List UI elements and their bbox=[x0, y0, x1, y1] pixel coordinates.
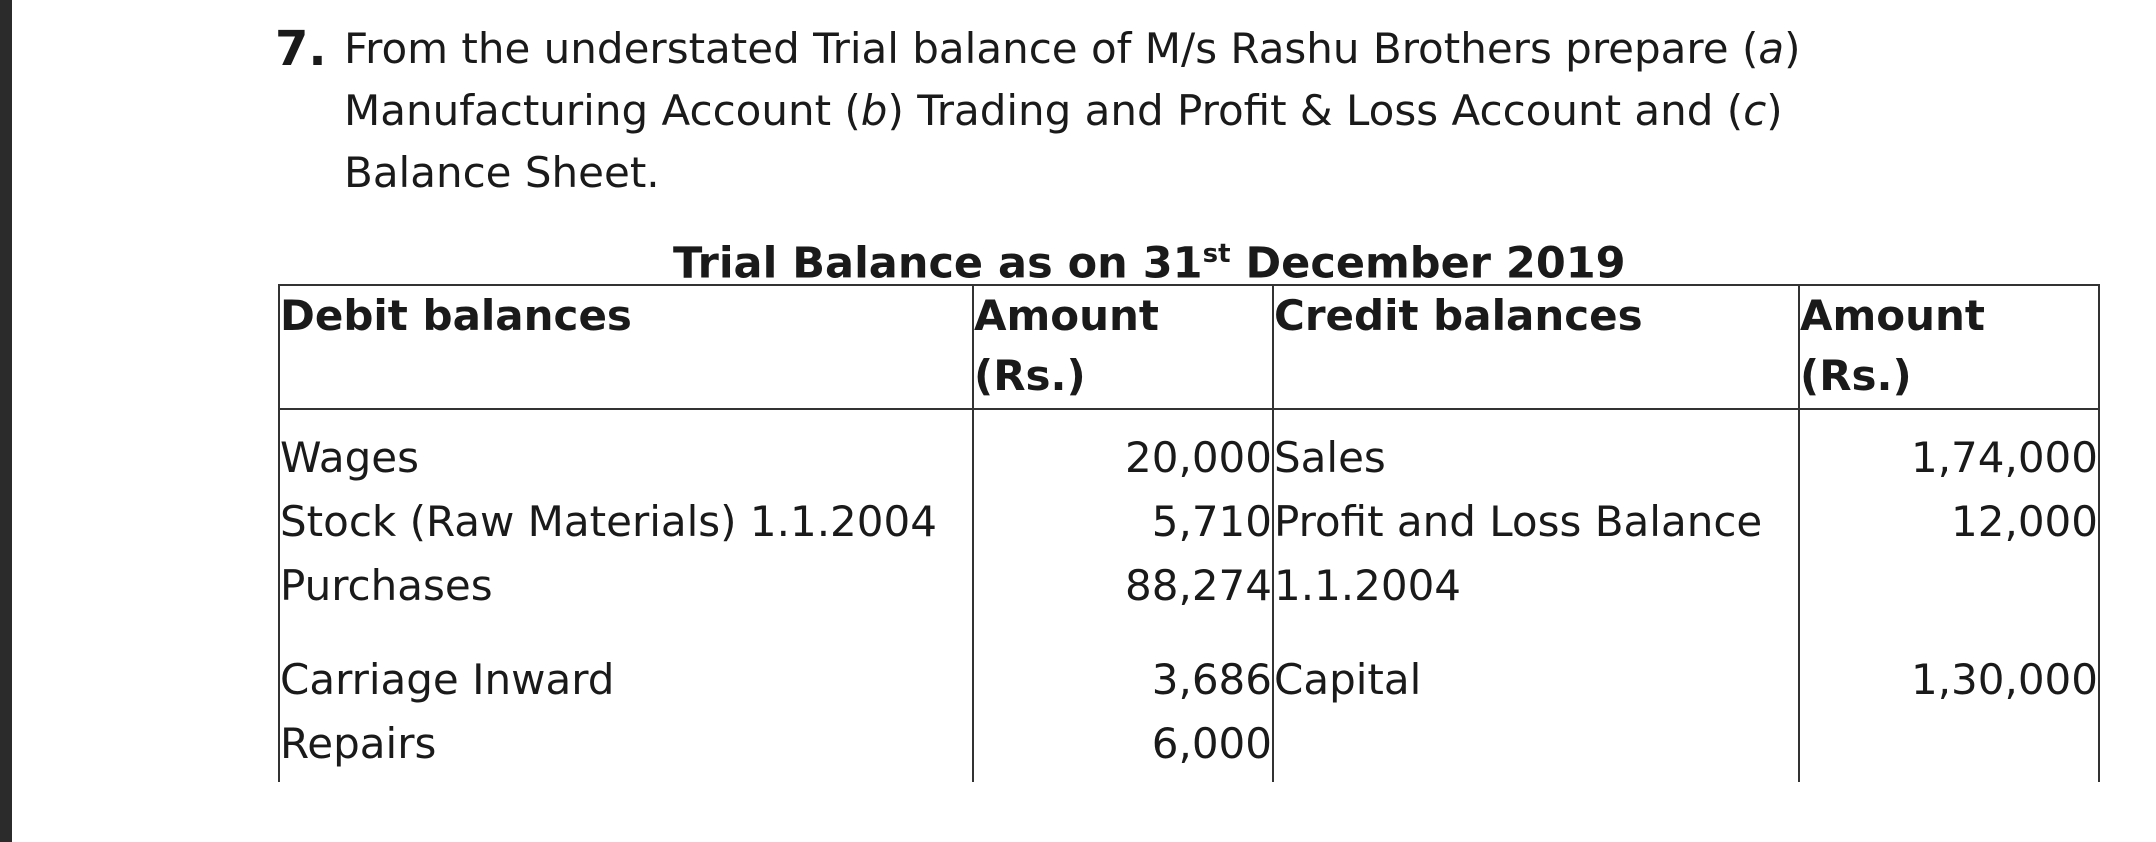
question-option-b: b bbox=[860, 86, 888, 135]
debit-item: Purchases bbox=[278, 554, 974, 618]
left-edge-bar bbox=[0, 0, 12, 842]
debit-amount: 20,000 bbox=[972, 409, 1274, 490]
table-row: Wages 20,000 Sales 1,74,000 bbox=[278, 409, 2100, 490]
table-row: Repairs 6,000 bbox=[278, 712, 2100, 782]
credit-amount: 12,000 bbox=[1798, 490, 2100, 554]
question-text: From the understated Trial balance of M/… bbox=[344, 18, 1915, 204]
header-debit-balances: Debit balances bbox=[278, 285, 974, 409]
question-option-a: a bbox=[1758, 24, 1785, 73]
debit-amount: 3,686 bbox=[972, 618, 1274, 712]
question-text-part: ) Balance Sheet. bbox=[344, 86, 1783, 197]
header-credit-amount: Amount (Rs.) bbox=[1798, 285, 2100, 409]
debit-amount: 6,000 bbox=[972, 712, 1274, 782]
credit-item: Profit and Loss Balance bbox=[1272, 490, 1800, 554]
trial-balance-table: Debit balances Amount (Rs.) Credit balan… bbox=[278, 284, 2100, 782]
question-block: 7. From the understated Trial balance of… bbox=[275, 18, 1915, 204]
question-text-part: ) Manufacturing Account ( bbox=[344, 24, 1801, 135]
table-header-row: Debit balances Amount (Rs.) Credit balan… bbox=[278, 285, 2100, 409]
question-text-part: From the understated Trial balance of M/… bbox=[344, 24, 1759, 73]
debit-amount: 5,710 bbox=[972, 490, 1274, 554]
question-text-part: ) Trading and Profit & Loss Account and … bbox=[887, 86, 1744, 135]
header-credit-balances: Credit balances bbox=[1272, 285, 1800, 409]
credit-amount bbox=[1798, 712, 2100, 782]
credit-item bbox=[1272, 712, 1800, 782]
credit-amount: 1,30,000 bbox=[1798, 618, 2100, 712]
credit-item: Sales bbox=[1272, 409, 1800, 490]
credit-amount: 1,74,000 bbox=[1798, 409, 2100, 490]
question-option-c: c bbox=[1743, 86, 1767, 135]
credit-amount bbox=[1798, 554, 2100, 618]
trial-balance-title: Trial Balance as on 31st December 2019 bbox=[673, 226, 1626, 291]
debit-item: Repairs bbox=[278, 712, 974, 782]
title-text: Trial Balance as on 31 bbox=[673, 238, 1203, 289]
title-text-end: December 2019 bbox=[1230, 238, 1626, 289]
table-row: Purchases 88,274 1.1.2004 bbox=[278, 554, 2100, 618]
debit-item: Wages bbox=[278, 409, 974, 490]
credit-item: Capital bbox=[1272, 618, 1800, 712]
debit-item: Stock (Raw Materials) 1.1.2004 bbox=[278, 490, 974, 554]
debit-item: Carriage Inward bbox=[278, 618, 974, 712]
title-superscript: st bbox=[1202, 239, 1231, 269]
debit-amount: 88,274 bbox=[972, 554, 1274, 618]
credit-item: 1.1.2004 bbox=[1272, 554, 1800, 618]
header-debit-amount: Amount (Rs.) bbox=[972, 285, 1274, 409]
table-row: Carriage Inward 3,686 Capital 1,30,000 bbox=[278, 618, 2100, 712]
table-row: Stock (Raw Materials) 1.1.2004 5,710 Pro… bbox=[278, 490, 2100, 554]
question-number: 7. bbox=[275, 21, 327, 77]
